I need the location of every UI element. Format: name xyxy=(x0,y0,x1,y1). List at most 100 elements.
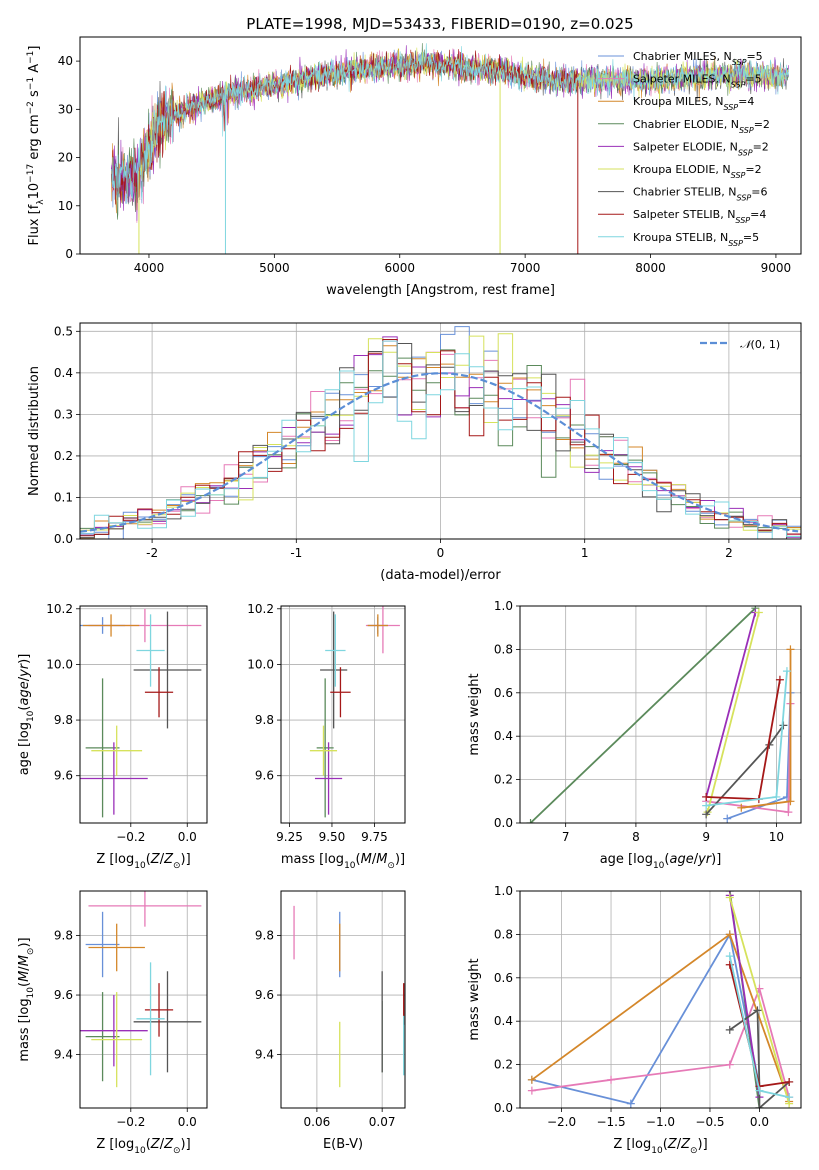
legend-name: Kroupa ELODIE, N xyxy=(633,163,731,176)
weight-marker xyxy=(785,1093,794,1102)
legend-name: Salpeter MILES, N xyxy=(633,73,731,86)
label-part: 10 xyxy=(27,183,42,200)
legend-tail: =2 xyxy=(753,140,769,153)
label-part: ( xyxy=(17,982,32,987)
y-tick-label: 9.6 xyxy=(255,769,274,783)
plot-area xyxy=(111,43,789,254)
x-tick-label: −1.0 xyxy=(646,1115,675,1129)
legend-name: Chabrier ELODIE, N xyxy=(633,118,739,131)
label-part: yr xyxy=(17,662,32,678)
label-part: / xyxy=(160,852,165,867)
y-tick-label: 10.2 xyxy=(247,602,274,616)
weight-line xyxy=(706,612,760,813)
plot-frame xyxy=(79,605,208,824)
legend-sub: SSP xyxy=(723,103,738,112)
spectrum-panel: 4000 5000 6000 7000 8000 9000 0 10 20 30 40 wavelen… xyxy=(26,36,802,298)
legend-tail: =4 xyxy=(738,95,754,108)
legend-tail: =5 xyxy=(743,231,759,244)
y-tick-label: 0.4 xyxy=(494,1014,513,1028)
legend-sub: SSP xyxy=(738,148,753,157)
x-tick-label: 0.0 xyxy=(750,1115,769,1129)
legend-entry: Kroupa ELODIE, NSSP=2 xyxy=(633,163,762,180)
weight-marker xyxy=(782,667,791,676)
y-tick-label: 10 xyxy=(58,199,73,213)
normal-curve xyxy=(80,372,799,533)
x-tick-label: −0.5 xyxy=(695,1115,724,1129)
y-tick-label: 9.8 xyxy=(255,929,274,943)
label-part: Z xyxy=(667,1137,678,1152)
label-part: age xyxy=(17,681,32,705)
weight-marker xyxy=(785,1077,794,1086)
x-tick-label: 5000 xyxy=(259,261,290,275)
x-tick-label: −0.2 xyxy=(116,1115,145,1129)
y-tick-label: 0.2 xyxy=(494,773,513,787)
label-part: erg cm xyxy=(27,114,42,163)
x-tick-label: −1.5 xyxy=(596,1115,625,1129)
weight-line xyxy=(531,931,761,1105)
plot-area xyxy=(80,326,801,539)
weight-marker xyxy=(702,792,711,801)
x-tick-label: 8000 xyxy=(635,261,666,275)
legend-entry: Salpeter STELIB, NSSP=4 xyxy=(633,208,766,225)
legend-name: Salpeter STELIB, N xyxy=(633,208,735,221)
weight-marker xyxy=(755,1086,764,1095)
label-part: Flux [f xyxy=(27,204,42,245)
y-tick-label: 0.0 xyxy=(494,816,513,830)
weight-marker xyxy=(626,1099,635,1108)
weight-marker xyxy=(527,1086,536,1095)
legend-sub: SSP xyxy=(739,125,754,134)
label-part: A xyxy=(27,64,42,77)
x-tick-label: 6000 xyxy=(384,261,415,275)
x-axis-label: (data-model)/error xyxy=(380,568,501,583)
label-part: Z xyxy=(680,1137,691,1152)
y-tick-label: 0.3 xyxy=(54,407,73,421)
label-part: 10 xyxy=(344,861,356,871)
legend-tail: (0, 1) xyxy=(751,338,781,351)
y-tick-label: 0.4 xyxy=(54,366,73,380)
weight-marker xyxy=(754,608,763,617)
x-tick-label: -2 xyxy=(146,546,158,560)
x-tick-label: 0.0 xyxy=(178,1115,197,1129)
weight-marker xyxy=(775,675,784,684)
plot-area xyxy=(527,891,794,1108)
weight-marker xyxy=(786,645,795,654)
mass-vs-ebv-panel: 0.06 0.07 9.4 9.6 9.8 E(B-V) xyxy=(255,890,406,1152)
x-tick-label: 9.75 xyxy=(361,830,388,844)
x-axis-label: Z [log10(Z/Z⊙)] xyxy=(613,1137,707,1156)
label-part: Z xyxy=(150,852,161,867)
x-tick-label: 9.50 xyxy=(319,830,346,844)
plot-area xyxy=(80,608,202,818)
label-part: / xyxy=(694,852,699,867)
label-part: ⊙ xyxy=(690,1146,698,1156)
weight-marker xyxy=(526,819,535,823)
legend-entry: Salpeter ELODIE, NSSP=2 xyxy=(633,140,769,157)
weight-marker xyxy=(786,797,795,806)
weight-marker xyxy=(772,792,781,801)
label-part: / xyxy=(17,676,32,681)
weight-line xyxy=(705,612,757,798)
x-axis-label: wavelength [Angstrom, rest frame] xyxy=(326,283,555,298)
mass-vs-metallicity-panel: −0.2 0.09.49.69.8Z [log10(Z/Z⊙)]mass [log… xyxy=(17,890,208,1156)
legend-entry: Salpeter MILES, NSSP=5 xyxy=(633,73,762,90)
label-part: 10 xyxy=(134,1146,146,1156)
x-axis-label: Z [log10(Z/Z⊙)] xyxy=(96,852,190,871)
weight-line xyxy=(706,703,792,814)
label-part: ( xyxy=(356,852,361,867)
label-part: ( xyxy=(146,852,151,867)
label-part: Z [log xyxy=(96,1137,134,1152)
legend-entry: Kroupa MILES, NSSP=4 xyxy=(633,95,754,112)
y-tick-label: 9.4 xyxy=(255,1047,274,1061)
label-part: / xyxy=(160,1137,165,1152)
weight-marker xyxy=(725,1025,734,1034)
x-tick-label: 9.25 xyxy=(276,830,303,844)
label-part: )] xyxy=(711,852,721,867)
label-part: −1 xyxy=(26,51,36,64)
label-part: )] xyxy=(17,654,32,664)
figure-title: PLATE=1998, MJD=53433, FIBERID=0190, z=0… xyxy=(246,15,633,33)
legend-tail: =2 xyxy=(745,163,761,176)
plot-area xyxy=(526,606,795,823)
y-tick-label: 0.5 xyxy=(54,324,73,338)
y-tick-label: 0.0 xyxy=(54,532,73,546)
x-tick-label: −2.0 xyxy=(547,1115,576,1129)
